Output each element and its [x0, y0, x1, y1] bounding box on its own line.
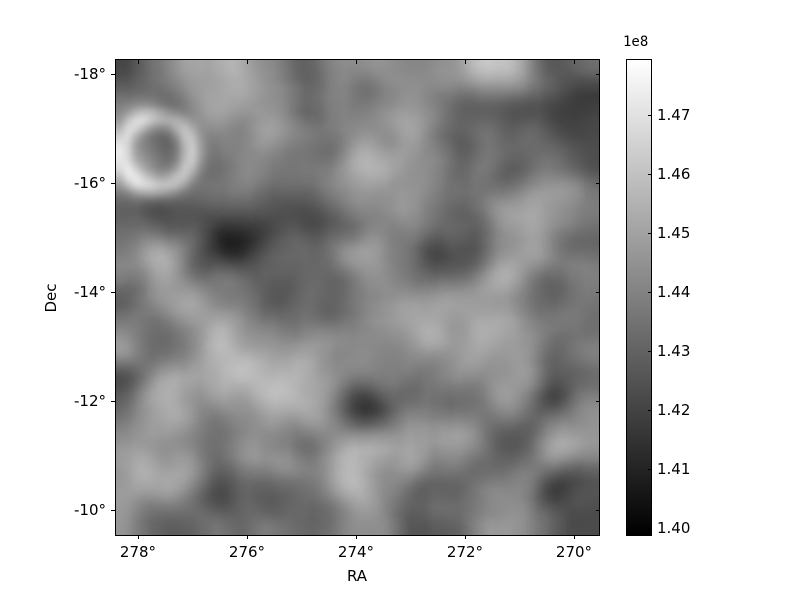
y-tick-mark [111, 401, 115, 402]
colorbar-tick-label: 1.47 [657, 106, 691, 124]
y-tick-mark [111, 510, 115, 511]
colorbar-tick-mark [648, 351, 652, 352]
colorbar-tick-label: 1.41 [657, 460, 691, 478]
colorbar-tick-mark [648, 292, 652, 293]
y-tick-label: -10° [74, 501, 106, 519]
colorbar-offset-text: 1e8 [623, 34, 649, 50]
y-tick-mark-right [596, 74, 600, 75]
y-tick-mark-right [596, 401, 600, 402]
x-tick-mark-top [465, 60, 466, 64]
colorbar-tick-label: 1.46 [657, 165, 691, 183]
colorbar-tick-mark [648, 410, 652, 411]
y-tick-mark [111, 74, 115, 75]
x-tick-label: 270° [555, 543, 593, 561]
y-tick-mark [111, 292, 115, 293]
y-tick-mark-right [596, 183, 600, 184]
x-tick-label: 276° [228, 543, 266, 561]
x-tick-mark-top [247, 60, 248, 64]
y-tick-label: -12° [74, 392, 106, 410]
colorbar[interactable] [626, 59, 652, 536]
x-tick-label: 274° [337, 543, 375, 561]
colorbar-tick-mark [648, 174, 652, 175]
sky-map-axes[interactable] [115, 59, 600, 536]
y-tick-label: -16° [74, 174, 106, 192]
colorbar-tick-label: 1.40 [657, 519, 691, 537]
colorbar-tick-label: 1.43 [657, 342, 691, 360]
y-tick-mark [111, 183, 115, 184]
sky-map-image [116, 60, 599, 535]
x-tick-mark [465, 535, 466, 539]
x-tick-mark-top [356, 60, 357, 64]
x-tick-mark [138, 535, 139, 539]
colorbar-tick-mark [648, 233, 652, 234]
x-tick-label: 278° [119, 543, 157, 561]
x-tick-mark-top [574, 60, 575, 64]
x-tick-mark [247, 535, 248, 539]
colorbar-tick-label: 1.45 [657, 224, 691, 242]
x-tick-label: 272° [446, 543, 484, 561]
y-tick-mark-right [596, 292, 600, 293]
x-tick-mark-top [138, 60, 139, 64]
x-axis-label: RA [346, 567, 368, 585]
x-tick-mark [356, 535, 357, 539]
y-tick-mark-right [596, 510, 600, 511]
y-tick-label: -14° [74, 283, 106, 301]
colorbar-tick-mark [648, 115, 652, 116]
y-tick-label: -18° [74, 65, 106, 83]
colorbar-tick-label: 1.44 [657, 283, 691, 301]
y-axis-label: Dec [42, 283, 60, 313]
colorbar-tick-mark [648, 469, 652, 470]
colorbar-tick-mark [648, 528, 652, 529]
x-tick-mark [574, 535, 575, 539]
colorbar-tick-label: 1.42 [657, 401, 691, 419]
